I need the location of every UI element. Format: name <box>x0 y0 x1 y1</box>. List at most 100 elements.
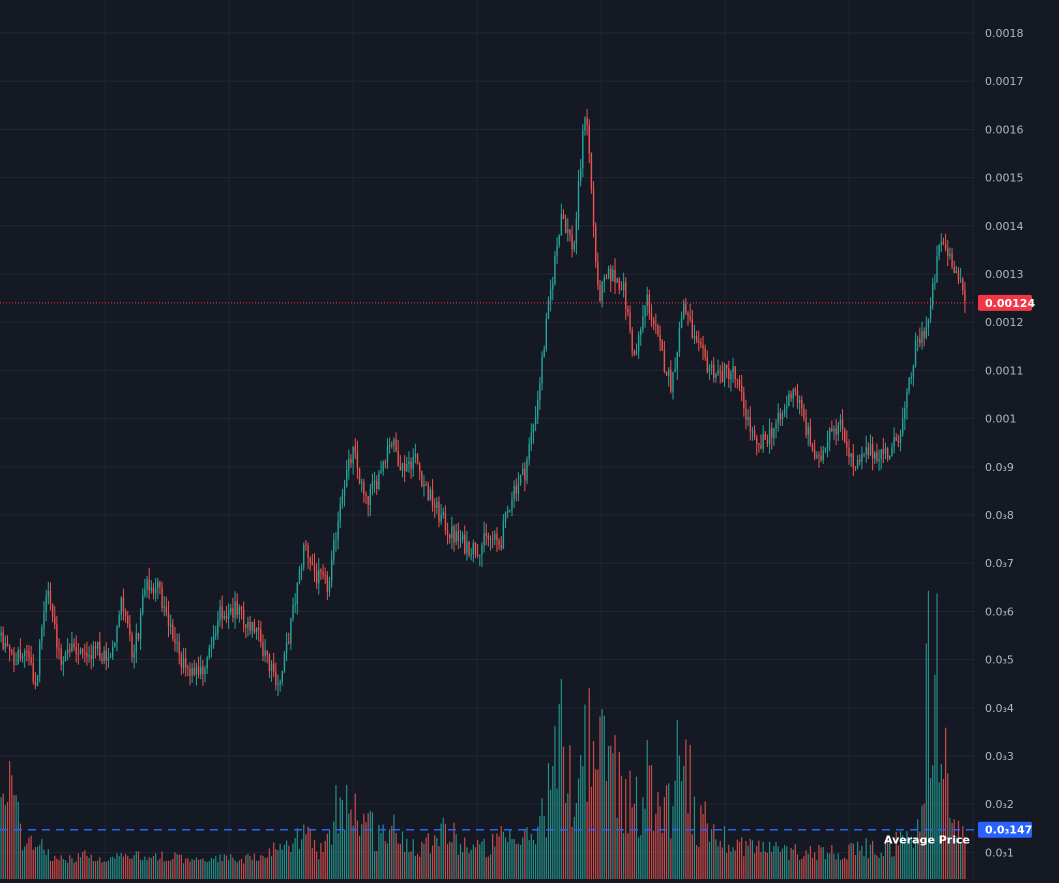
volume-bar <box>719 840 721 879</box>
candle-body <box>101 657 103 662</box>
volume-bar <box>807 854 809 879</box>
volume-bar <box>635 776 638 879</box>
volume-bar <box>395 833 397 879</box>
candle-body <box>871 443 874 459</box>
volume-bar <box>623 833 625 879</box>
candle-body <box>590 153 593 190</box>
candle-body <box>532 424 535 433</box>
volume-bar <box>764 851 766 879</box>
volume-bar <box>193 860 195 879</box>
volume-bar <box>756 846 758 879</box>
candle-body <box>212 635 215 646</box>
candle-body <box>670 369 672 392</box>
volume-bar <box>562 746 565 879</box>
candle-body <box>964 290 966 302</box>
volume-bar <box>43 849 45 879</box>
volume-bar <box>318 859 320 879</box>
candle-body <box>869 443 872 456</box>
candle-body <box>530 432 532 444</box>
volume-bar <box>446 843 449 879</box>
candle-body <box>397 450 399 466</box>
candle-body <box>322 572 324 576</box>
candle-body <box>515 486 517 494</box>
volume-bar <box>620 775 623 879</box>
volume-bar <box>382 824 384 879</box>
candle-body <box>813 450 816 458</box>
candle-body <box>801 400 803 409</box>
volume-bar <box>874 854 876 879</box>
candle-body <box>320 569 322 573</box>
volume-bar <box>26 843 28 879</box>
candle-body <box>285 642 288 654</box>
volume-bar <box>852 843 854 879</box>
y-tick-label: 0.0₃1 <box>985 846 1014 859</box>
y-tick-label: 0.0011 <box>985 364 1024 377</box>
candle-body <box>124 611 127 616</box>
volume-bar <box>107 860 110 879</box>
candle-body <box>354 447 356 453</box>
volume-bar <box>328 830 331 879</box>
volume-bar <box>878 858 880 879</box>
candle-body <box>208 648 210 658</box>
volume-bar <box>893 856 895 879</box>
price-axis[interactable]: 0.0018 0.0017 0.0016 0.0015 0.0014 0.0013 0.00… <box>978 27 1035 859</box>
volume-bar <box>462 852 464 879</box>
y-tick-label: 0.001 <box>985 413 1017 426</box>
candle-body <box>904 408 906 419</box>
volume-bar <box>281 849 283 879</box>
volume-bar <box>116 853 118 879</box>
candle-body <box>137 633 140 639</box>
volume-bar <box>775 841 777 879</box>
volume-bar <box>159 858 161 879</box>
volume-bar <box>410 851 412 879</box>
candle-body <box>848 447 850 458</box>
candle-body <box>391 444 393 446</box>
volume-bar <box>509 830 511 879</box>
volume-bar <box>586 801 588 879</box>
candle-body <box>288 642 290 644</box>
candle-body <box>878 459 880 461</box>
volume-bar <box>917 819 919 879</box>
candle-body <box>635 351 638 355</box>
volume-bar <box>202 858 204 879</box>
candle-body <box>367 496 369 506</box>
volume-bar <box>741 837 743 879</box>
y-tick-label: 0.0013 <box>985 268 1024 281</box>
volume-bar <box>880 852 882 879</box>
candle-body <box>172 624 174 640</box>
volume-bar <box>253 853 255 879</box>
volume-bar <box>472 844 474 879</box>
volume-bar <box>238 860 240 879</box>
volume-bar <box>258 860 260 879</box>
candle-body <box>803 408 805 419</box>
candle-body <box>640 329 642 336</box>
candle-body <box>856 460 859 468</box>
candle-body <box>277 684 279 686</box>
volume-bar <box>182 863 185 879</box>
candle-body <box>339 503 341 521</box>
candle-body <box>71 643 73 652</box>
candle-body <box>444 512 447 531</box>
volume-bar <box>470 849 472 879</box>
candle-body <box>294 603 296 606</box>
candle-body <box>889 455 891 459</box>
candle-body <box>655 324 657 326</box>
volume-bar <box>610 745 612 879</box>
volume-bar <box>814 852 816 879</box>
volume-bar <box>354 793 356 879</box>
volume-bar <box>331 844 333 879</box>
volume-bar <box>285 840 288 879</box>
volume-bar <box>872 840 874 879</box>
candle-body <box>577 181 580 220</box>
candle-body <box>47 591 49 597</box>
volume-bar <box>863 856 865 879</box>
candle-body <box>127 615 129 624</box>
line-layer: Average Price <box>0 302 975 847</box>
volume-bar <box>726 852 728 879</box>
volume-bar <box>363 813 365 879</box>
candle-body <box>129 623 131 635</box>
volume-bar <box>365 821 367 879</box>
volume-bar <box>650 765 653 879</box>
